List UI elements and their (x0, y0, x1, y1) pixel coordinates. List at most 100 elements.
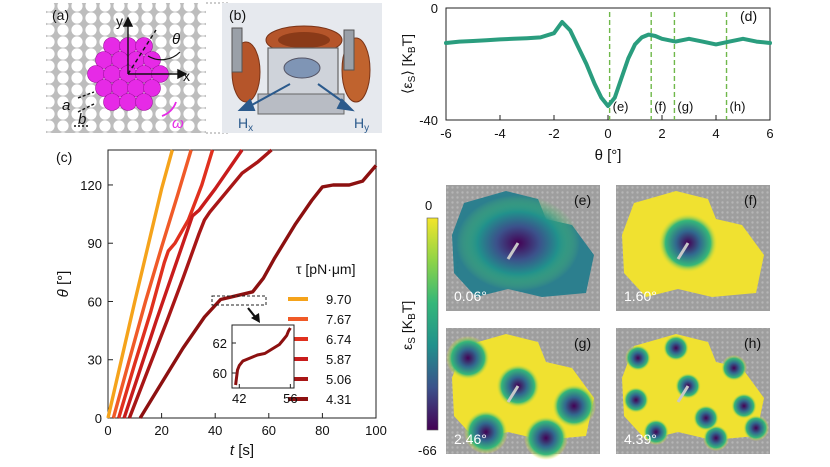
b-label: b (78, 111, 86, 128)
legend-entry: 9.70 (326, 292, 351, 307)
y-tick-label: 90 (88, 236, 102, 251)
energy-well (703, 425, 729, 451)
marker-label: (e) (613, 99, 629, 114)
energy-map-f: (f) 1.60° (616, 185, 770, 311)
plot-c: 0 20 40 60 80 100 0 30 60 90 120 t [s] θ [°] τ [pN·μm… (55, 148, 387, 459)
inset-y-tick-label: 62 (213, 336, 227, 351)
x-tick-label: 6 (766, 126, 773, 141)
direction-marker (506, 385, 520, 403)
legend-entry: 4.31 (326, 392, 351, 407)
x-tick-label: 0 (604, 126, 611, 141)
plot-d: -6 -4 -2 0 2 4 6 0 -40 θ [°] ⟨εS⟩ [KBT] (e) (f) (g) (h… (399, 1, 774, 164)
y-tick-label: 30 (88, 353, 102, 368)
omega-arrow (161, 101, 177, 117)
x-tick-label: 80 (315, 423, 329, 438)
label-a: (a) (52, 7, 69, 23)
energy-map-e: (e) 0.06° (446, 185, 600, 311)
hy-label: Hy (354, 115, 369, 134)
x-tick-label: 100 (365, 423, 387, 438)
series-line-5.87 (122, 149, 244, 419)
map-panel-label: (h) (744, 335, 761, 351)
x-tick-label: -4 (494, 126, 506, 141)
x-tick-label: 60 (262, 423, 276, 438)
inset-frame (231, 324, 295, 389)
y-axis-label: θ [°] (55, 271, 72, 298)
y-axis-label: ⟨εS⟩ [KBT] (399, 34, 418, 94)
energy-well (446, 336, 490, 380)
x-tick-label: -6 (440, 126, 452, 141)
energy-well (693, 405, 719, 431)
energy-well (625, 345, 651, 371)
label-c: (c) (56, 149, 72, 165)
x-tick-label: -2 (548, 126, 560, 141)
omega-label: ω (172, 115, 184, 132)
axis-x-label: x (183, 68, 190, 84)
map-panel-label: (f) (744, 192, 757, 208)
energy-map-g: (g) 2.46° (446, 328, 600, 460)
direction-marker (506, 242, 520, 260)
x-tick-label: 0 (104, 423, 111, 438)
map-panel-label: (e) (574, 192, 591, 208)
panel-b: (b) Hx Hy (222, 3, 382, 134)
legend-title: τ [pN·μm] (296, 261, 356, 277)
colorbar-max: 0 (425, 198, 432, 213)
energy-well (552, 384, 596, 428)
hx-label: Hx (238, 115, 253, 134)
x-tick-label: 40 (208, 423, 222, 438)
series-line-7.67 (111, 149, 193, 419)
field-arrows (237, 83, 355, 112)
y-tick-label: 120 (80, 178, 102, 193)
energy-well (721, 355, 747, 381)
legend-entry: 5.06 (326, 372, 351, 387)
zoom-box (211, 295, 267, 306)
y-tick-label: 0 (431, 1, 438, 16)
map-angle-label: 0.06° (454, 288, 487, 304)
energy-well (623, 387, 649, 413)
energy-well (643, 419, 669, 445)
label-d: (d) (740, 8, 757, 24)
x-tick-label: 2 (658, 126, 665, 141)
legend-entry: 7.67 (326, 312, 351, 327)
theta-label: θ (172, 31, 180, 48)
inset-series-line (234, 327, 292, 386)
legend-entry: 6.74 (326, 332, 351, 347)
energy-well (524, 416, 568, 460)
map-panel-label: (g) (574, 335, 591, 351)
colorbar: 0 -66 εS[KBT] (399, 198, 439, 458)
energy-map-h: (h) 4.39° (616, 328, 770, 454)
zoom-arrow-head (251, 313, 260, 323)
marker-label: (g) (677, 99, 693, 114)
axis-y-label: y (116, 13, 123, 29)
a-label: a (62, 97, 70, 114)
colorbar-min: -66 (418, 443, 437, 458)
energy-curve (444, 20, 772, 108)
colorbar-gradient (426, 217, 439, 431)
energy-maps: (e) 0.06° (f) 1.60° (g) 2.46° (h) 4.39° (446, 185, 770, 460)
map-angle-label: 1.60° (624, 288, 657, 304)
y-tick-label: -40 (419, 113, 438, 128)
x-tick-label: 4 (712, 126, 719, 141)
direction-marker (676, 385, 690, 403)
coil-device (231, 25, 371, 115)
inset-x-tick-label: 56 (283, 391, 297, 406)
direction-marker (676, 242, 690, 260)
energy-well (663, 335, 689, 361)
map-angle-label: 4.39° (624, 431, 657, 447)
energy-well (731, 393, 757, 419)
axes-arrows (74, 16, 188, 127)
marker-label: (f) (654, 99, 666, 114)
panel-c: (c) 0 20 40 60 80 100 0 30 60 90 120 t [s] θ [°] τ [p… (55, 148, 387, 459)
panel-a: (a) x y θ a b ω (46, 2, 228, 134)
energy-well (743, 415, 769, 441)
inset-x-tick-label: 42 (232, 391, 246, 406)
energy-well (464, 410, 508, 454)
series-line-5.06 (127, 148, 273, 419)
label-b: (b) (229, 7, 246, 23)
marker-label: (h) (730, 99, 746, 114)
map-angle-label: 2.46° (454, 431, 487, 447)
series-line-6.74 (117, 149, 215, 419)
series-line-4.31 (138, 164, 378, 419)
colorbar-label: εS[KBT] (399, 301, 418, 350)
x-axis-label: t [s] (230, 442, 254, 459)
